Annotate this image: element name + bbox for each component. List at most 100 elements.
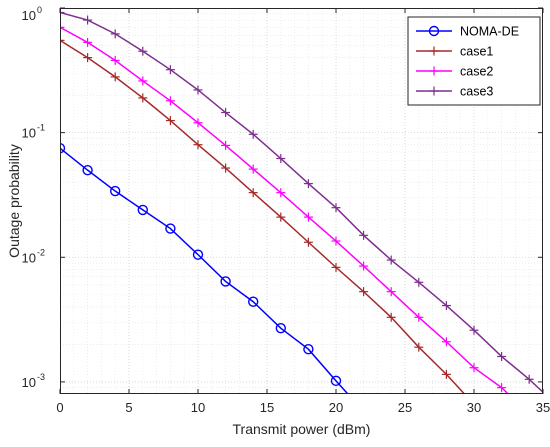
legend-marker-case3 <box>429 86 439 96</box>
data-point-case3 <box>165 65 175 75</box>
data-point-case1 <box>138 93 148 103</box>
legend-item-noma-de: NOMA-DE <box>416 25 519 39</box>
series-case2 <box>60 22 510 394</box>
data-point-noma-de <box>330 375 342 387</box>
data-point-case1 <box>193 140 203 150</box>
series-line-case2 <box>60 26 510 394</box>
data-point-case3 <box>441 301 451 311</box>
data-point-case2 <box>497 383 507 393</box>
y-axis-title: Outage probability <box>6 144 22 258</box>
x-axis: 0 5 10 15 20 25 30 35 <box>56 8 550 415</box>
data-point-case3 <box>469 325 479 335</box>
data-point-case1 <box>414 342 424 352</box>
legend-label-noma-de: NOMA-DE <box>460 25 519 39</box>
data-point-case3 <box>193 85 203 95</box>
y-tick-base: 10 <box>22 126 36 141</box>
y-tick-exponent: -1 <box>37 123 45 133</box>
legend-label-case2: case2 <box>460 65 493 79</box>
data-point-case2 <box>469 363 479 373</box>
data-point-case2 <box>276 188 286 198</box>
y-tick-exponent: -2 <box>37 247 45 257</box>
y-tick-label: 10 <box>22 250 36 265</box>
x-tick-label: 10 <box>191 400 205 415</box>
data-point-case2 <box>414 312 424 322</box>
data-point-case1 <box>331 262 341 272</box>
data-point-case1 <box>276 212 286 222</box>
legend-item-case3: case3 <box>416 85 493 99</box>
y-tick-base: 10 <box>22 375 36 390</box>
data-point-case1 <box>303 237 313 247</box>
x-tick-label: 20 <box>329 400 343 415</box>
legend-marker-case2 <box>429 66 439 76</box>
x-tick-label: 30 <box>467 400 481 415</box>
data-point-case2 <box>331 236 341 246</box>
series-case1 <box>60 35 466 394</box>
series-noma-de <box>60 143 349 394</box>
y-tick-label: 10 <box>22 8 36 23</box>
legend-item-case2: case2 <box>416 65 493 79</box>
data-point-case2 <box>83 37 93 47</box>
y-tick-base: 10 <box>22 250 36 265</box>
x-tick-label: 0 <box>56 400 63 415</box>
data-point-case1 <box>165 116 175 126</box>
data-point-case3 <box>497 351 507 361</box>
data-point-case2 <box>110 55 120 65</box>
data-point-case3 <box>303 179 313 189</box>
data-point-case1 <box>60 35 65 45</box>
data-point-case3 <box>83 15 93 25</box>
series-line-case1 <box>60 39 466 394</box>
data-point-case1 <box>83 53 93 63</box>
series-layer <box>60 8 543 394</box>
y-tick-exponent: -3 <box>37 372 45 382</box>
data-point-case3 <box>138 46 148 56</box>
data-point-case2 <box>221 140 231 150</box>
x-tick-label: 5 <box>125 400 132 415</box>
y-tick-base: 10 <box>22 8 36 23</box>
legend-item-case1: case1 <box>416 45 493 59</box>
data-point-case3 <box>276 154 286 164</box>
data-point-case3 <box>248 129 258 139</box>
legend-label-case1: case1 <box>460 45 493 59</box>
data-point-case3 <box>359 230 369 240</box>
x-tick-label: 35 <box>536 400 550 415</box>
data-point-case2 <box>60 22 65 32</box>
data-point-case1 <box>441 369 451 379</box>
data-point-noma-de <box>303 344 314 355</box>
data-point-noma-de <box>275 322 286 334</box>
data-point-case3 <box>386 255 396 265</box>
data-point-noma-de <box>165 223 176 234</box>
data-point-noma-de <box>192 249 204 260</box>
data-point-case3 <box>414 277 424 287</box>
data-point-case2 <box>165 96 175 106</box>
data-point-case3 <box>331 203 341 213</box>
data-point-case3 <box>524 374 534 384</box>
data-point-case3 <box>110 29 120 39</box>
series-line-noma-de <box>60 147 349 394</box>
data-point-noma-de <box>137 204 149 216</box>
data-point-noma-de <box>247 296 259 307</box>
series-case3 <box>60 8 543 394</box>
y-tick-label: 10 <box>22 375 36 390</box>
data-point-case1 <box>248 188 258 198</box>
data-point-case2 <box>441 337 451 347</box>
y-tick-exponent: 0 <box>37 5 42 15</box>
data-point-case1 <box>110 72 120 82</box>
data-point-case2 <box>138 76 148 86</box>
data-point-case3 <box>221 108 231 118</box>
data-point-case1 <box>386 312 396 322</box>
data-point-case2 <box>193 118 203 128</box>
data-point-case1 <box>359 287 369 297</box>
data-point-noma-de <box>82 164 93 176</box>
x-tick-label: 25 <box>398 400 412 415</box>
x-axis-title: Transmit power (dBm) <box>233 421 371 437</box>
legend-marker-noma-de <box>428 25 440 37</box>
data-point-case2 <box>359 261 369 271</box>
legend-marker-case1 <box>429 46 439 56</box>
data-point-noma-de <box>109 185 121 197</box>
y-tick-label: 10 <box>22 126 36 141</box>
data-point-case1 <box>221 163 231 173</box>
data-point-noma-de <box>220 276 231 287</box>
plot-frame <box>60 8 543 394</box>
